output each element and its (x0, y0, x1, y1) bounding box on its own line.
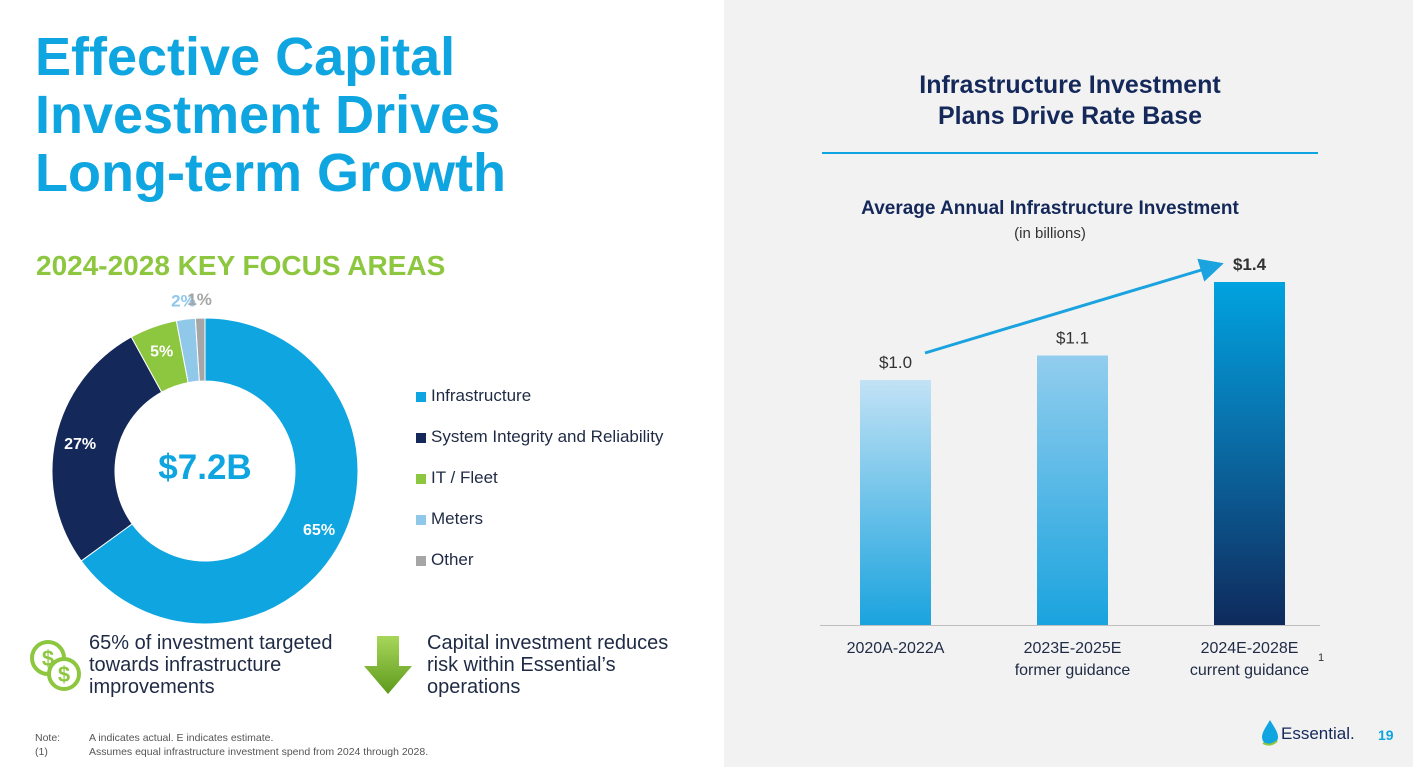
legend-item: Meters (416, 509, 663, 550)
footnote-row: Note: A indicates actual. E indicates es… (35, 731, 428, 745)
donut-slice-label: 5% (150, 344, 173, 361)
legend-item: Other (416, 550, 663, 591)
svg-text:$: $ (58, 662, 70, 687)
page-title-line-3: Long-term Growth (35, 143, 506, 203)
legend-swatch (416, 433, 426, 443)
bar-0 (860, 380, 931, 625)
legend-label: Other (431, 550, 474, 569)
page-title: Effective Capital Investment Drives Long… (35, 28, 506, 202)
legend-label: Meters (431, 509, 483, 528)
footnote-text: Assumes equal infrastructure investment … (89, 746, 429, 758)
chart-section-title: Infrastructure Investment Plans Drive Ra… (820, 70, 1320, 132)
legend-swatch (416, 556, 426, 566)
bar-value-label: $1.0 (879, 353, 912, 372)
bar-chart: $1.0 2020A-2022A $1.1 2023E-2025E former gui… (820, 255, 1320, 679)
x-tick-label: 2020A-2022A (847, 640, 945, 657)
x-tick-label: current guidance (1190, 662, 1309, 679)
essential-logo: Essential. (1261, 719, 1355, 749)
logo-wordmark: Essential. (1281, 724, 1355, 743)
infrastructure-callout: 65% of investment targeted towards infra… (89, 632, 333, 698)
legend-label: System Integrity and Reliability (431, 427, 664, 446)
bar-chart-unit: (in billions) (1014, 225, 1086, 242)
footnote-text: A indicates actual. E indicates estimate… (89, 732, 274, 744)
chart-section-title-line-1: Infrastructure Investment (919, 71, 1221, 99)
risk-reduction-callout: Capital investment reduces risk within E… (427, 632, 669, 698)
x-tick-label: former guidance (1015, 662, 1131, 679)
bar-value-label: $1.4 (1233, 255, 1267, 274)
legend-swatch (416, 474, 426, 484)
donut-legend: Infrastructure System Integrity and Relia… (416, 386, 663, 591)
title-divider (822, 152, 1318, 154)
focus-areas-title: 2024-2028 KEY FOCUS AREAS (36, 250, 446, 281)
legend-item: Infrastructure (416, 386, 663, 427)
bar-value-label: $1.1 (1056, 329, 1089, 348)
footnote-key: (1) (35, 746, 48, 758)
footnote-key: Note: (35, 732, 61, 744)
legend-item: IT / Fleet (416, 468, 663, 509)
chart-section-title-line-2: Plans Drive Rate Base (937, 102, 1203, 130)
legend-swatch (416, 392, 426, 402)
donut-slice-1 (51, 336, 163, 562)
x-tick-label: 2024E-2028E (1201, 640, 1299, 657)
arrow-down-icon (364, 636, 412, 694)
trend-arrow (924, 258, 1224, 355)
x-tick-label: 2023E-2025E (1024, 640, 1122, 657)
footnote-row: (1) Assumes equal infrastructure investm… (35, 745, 428, 759)
legend-label: IT / Fleet (431, 468, 498, 487)
bar-1 (1037, 355, 1108, 625)
footnotes: Note: A indicates actual. E indicates es… (35, 731, 428, 759)
donut-slice-label: 1% (187, 290, 212, 309)
bar-2 (1214, 282, 1285, 625)
donut-slice-label: 2% (171, 291, 196, 310)
bar-chart-title: Average Annual Infrastructure Investment (861, 198, 1239, 219)
page-number: 19 (1378, 727, 1394, 743)
legend-label: Infrastructure (431, 386, 532, 405)
donut-slice-label: 27% (64, 436, 96, 453)
water-drop-logo-icon (1262, 720, 1278, 746)
footnote-marker: 1 (1318, 652, 1325, 664)
legend-item: System Integrity and Reliability (416, 427, 663, 468)
page-title-line-2: Investment Drives (35, 85, 501, 145)
page-title-line-1: Effective Capital (35, 27, 456, 87)
donut-center-total: $7.2B (158, 448, 252, 487)
donut-slice-label: 65% (303, 522, 335, 539)
coins-dollar-icon: $ $ (30, 640, 81, 691)
donut-chart: 65% 27% 5% 2%1% (51, 290, 359, 625)
legend-swatch (416, 515, 426, 525)
donut-slice-4 (194, 317, 206, 382)
donut-slice-0 (80, 317, 359, 625)
